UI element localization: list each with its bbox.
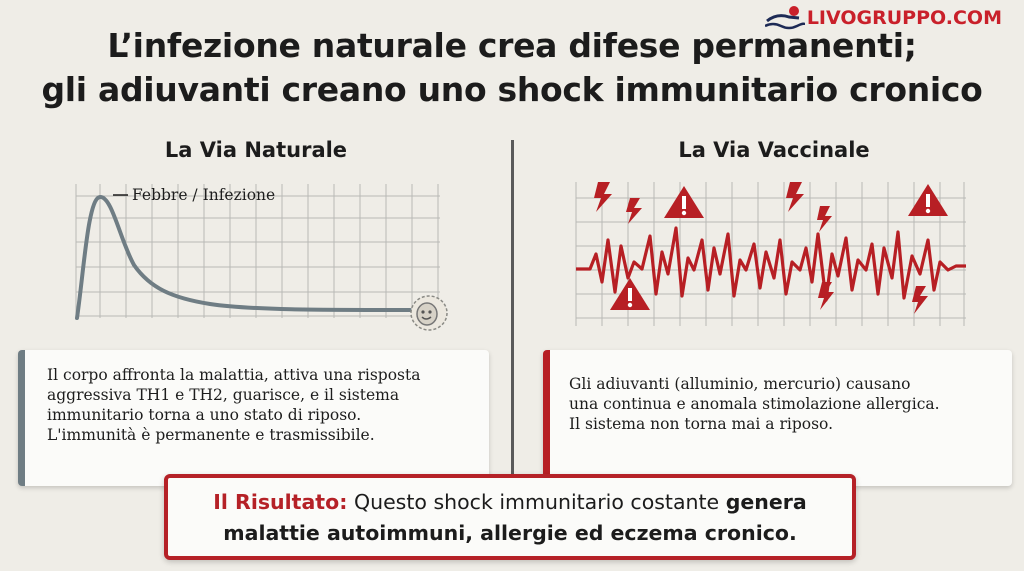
result-emphasis: genera — [725, 490, 807, 514]
page-title: L’infezione naturale crea difese permane… — [0, 24, 1024, 112]
lightning-icon — [817, 206, 832, 232]
left-panel-heading: La Via Naturale — [164, 138, 348, 162]
healthy-cell-icon — [410, 295, 448, 331]
title-line-2: gli adiuvanti creano uno shock immunitar… — [41, 70, 983, 109]
result-label: Il Risultato: — [213, 490, 348, 514]
natural-text-line-4: L'immunità è permanente e trasmissibile. — [47, 426, 375, 444]
natural-path-chart — [75, 184, 440, 320]
lightning-icon — [786, 182, 804, 212]
lightning-icon — [626, 198, 642, 224]
fever-curve — [75, 195, 412, 320]
swimmer-logo-icon — [764, 6, 805, 30]
vaccine-path-chart — [575, 182, 966, 326]
result-text: Questo shock immunitario costante — [353, 490, 720, 514]
natural-text-line-2: aggressiva TH1 e TH2, guarisce, e il sis… — [47, 386, 400, 404]
title-line-1: L’infezione naturale crea difese permane… — [107, 26, 917, 65]
center-divider — [511, 140, 514, 475]
lightning-icon — [912, 286, 928, 314]
fever-annotation-label: Febbre / Infezione — [132, 186, 276, 204]
natural-path-card: Il corpo affronta la malattia, attiva un… — [18, 350, 489, 486]
warning-icon — [664, 186, 704, 218]
logo-text: LIVOGRUPPO.COM — [806, 7, 1002, 29]
right-panel-heading: La Via Vaccinale — [678, 138, 870, 162]
warning-icon — [610, 278, 650, 310]
chronic-stimulation-line — [576, 226, 966, 302]
warning-icon — [908, 184, 948, 216]
result-line-2: malattie autoimmuni, allergie ed eczema … — [223, 521, 797, 545]
brand-logo[interactable]: LIVOGRUPPO.COM — [764, 4, 1002, 32]
natural-text-line-1: Il corpo affronta la malattia, attiva un… — [47, 366, 421, 384]
vaccine-path-card: Gli adiuvanti (alluminio, mercurio) caus… — [543, 350, 1012, 486]
vaccine-text-line-3: Il sistema non torna mai a riposo. — [569, 415, 834, 433]
vaccine-text-line-2: una continua e anomala stimolazione alle… — [569, 395, 940, 413]
lightning-icon — [818, 282, 834, 310]
vaccine-text-line-1: Gli adiuvanti (alluminio, mercurio) caus… — [569, 375, 911, 393]
result-box: Il Risultato: Questo shock immunitario c… — [164, 474, 856, 560]
natural-text-line-3: immunitario torna a uno stato di riposo. — [47, 406, 362, 424]
lightning-icon — [594, 182, 612, 212]
lightning-icons — [594, 182, 928, 314]
